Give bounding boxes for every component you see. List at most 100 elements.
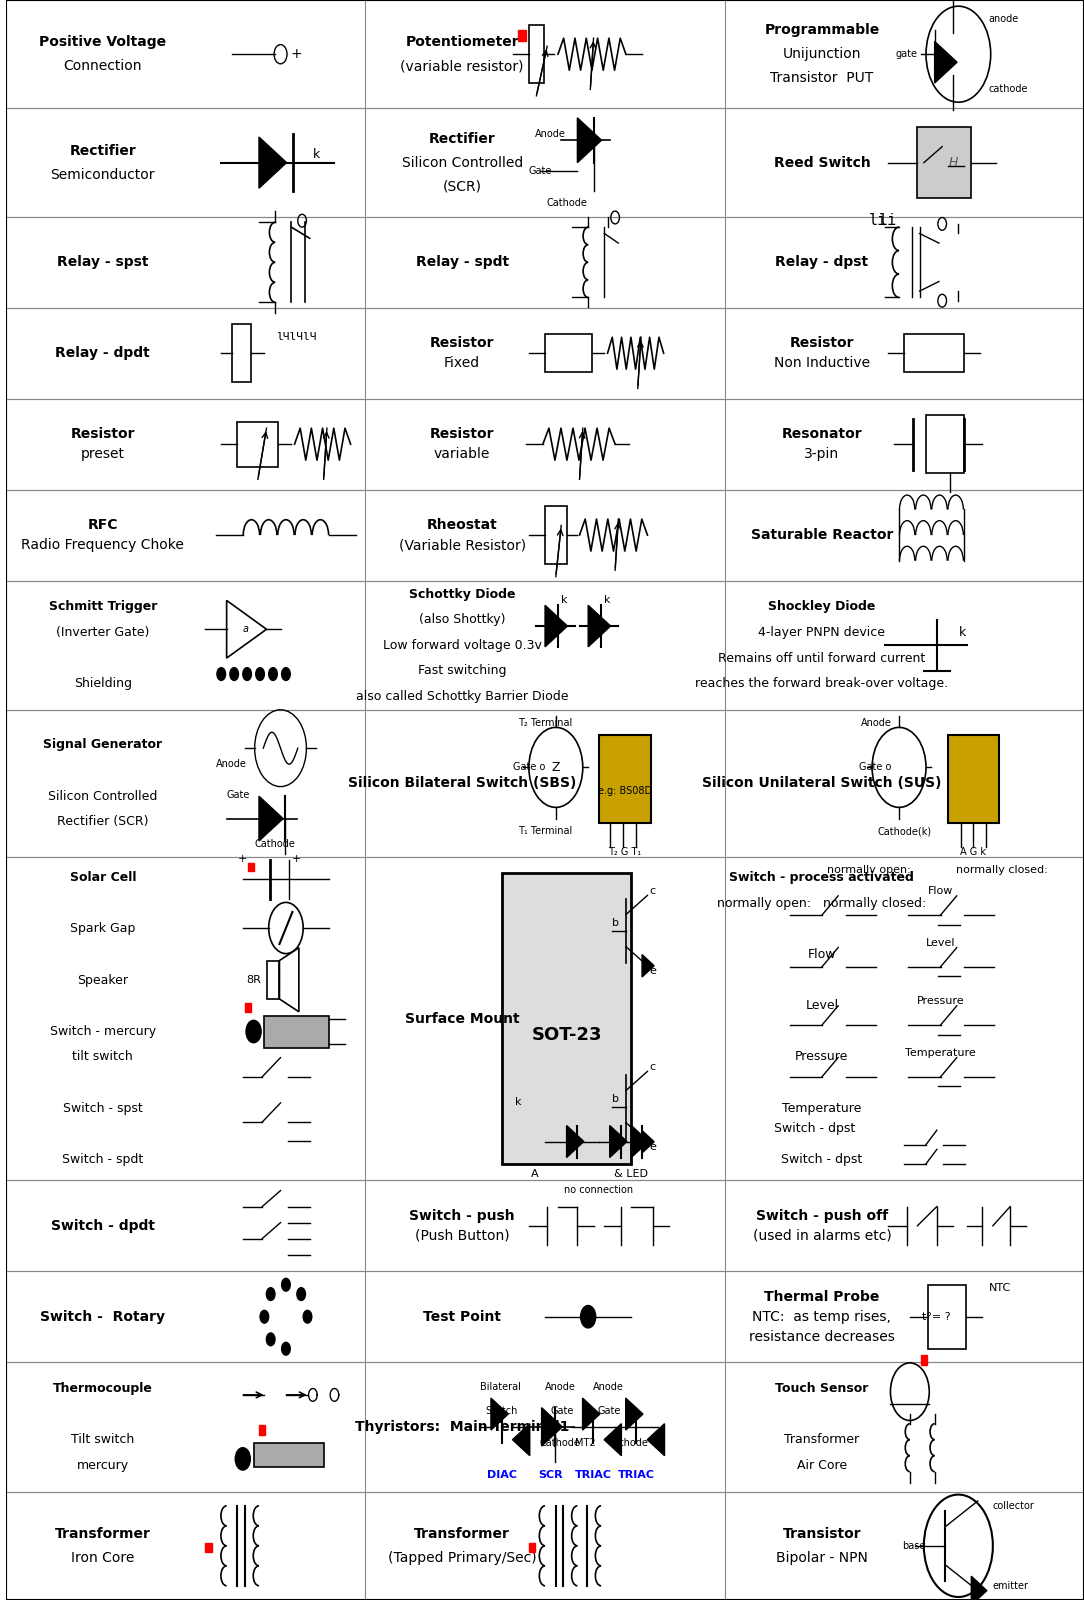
Polygon shape bbox=[542, 1408, 563, 1446]
Text: Z: Z bbox=[552, 762, 560, 774]
Text: Thyristors:  Main Terminal1: Thyristors: Main Terminal1 bbox=[354, 1419, 569, 1434]
Text: Rheostat: Rheostat bbox=[427, 518, 498, 533]
Polygon shape bbox=[609, 1125, 627, 1157]
Text: Switch - spst: Switch - spst bbox=[63, 1102, 143, 1115]
Text: MT2: MT2 bbox=[575, 1438, 595, 1448]
Text: Positive Voltage: Positive Voltage bbox=[39, 35, 167, 50]
Text: (Variable Resistor): (Variable Resistor) bbox=[399, 538, 526, 552]
Bar bbox=[926, 416, 964, 474]
Circle shape bbox=[243, 667, 251, 680]
Text: Relay - dpst: Relay - dpst bbox=[775, 256, 868, 269]
Text: b: b bbox=[611, 917, 619, 928]
Text: mercury: mercury bbox=[77, 1459, 129, 1472]
Text: normally open:: normally open: bbox=[827, 864, 911, 875]
Text: NTC:  as temp rises,: NTC: as temp rises, bbox=[752, 1310, 891, 1323]
Text: Potentiometer: Potentiometer bbox=[405, 35, 519, 50]
Text: (variable resistor): (variable resistor) bbox=[400, 59, 524, 74]
Polygon shape bbox=[545, 605, 567, 646]
Polygon shape bbox=[642, 1131, 654, 1154]
Text: Bipolar - NPN: Bipolar - NPN bbox=[776, 1550, 868, 1565]
Text: Flow: Flow bbox=[808, 949, 836, 962]
Text: SCR: SCR bbox=[538, 1470, 563, 1480]
Text: Switch -  Rotary: Switch - Rotary bbox=[40, 1310, 166, 1323]
Text: collector: collector bbox=[993, 1501, 1035, 1510]
Circle shape bbox=[260, 1310, 269, 1323]
Text: Switch - push off: Switch - push off bbox=[756, 1208, 888, 1222]
Text: Connection: Connection bbox=[64, 59, 142, 74]
Text: cathode: cathode bbox=[989, 85, 1028, 94]
Text: no connection: no connection bbox=[565, 1184, 633, 1195]
Text: Pressure: Pressure bbox=[796, 1051, 849, 1064]
Text: Resistor: Resistor bbox=[430, 427, 494, 442]
Text: Signal Generator: Signal Generator bbox=[43, 739, 163, 752]
Circle shape bbox=[246, 1021, 261, 1043]
Text: also called Schottky Barrier Diode: also called Schottky Barrier Diode bbox=[356, 690, 568, 702]
Polygon shape bbox=[578, 118, 602, 163]
Text: Switch - push: Switch - push bbox=[410, 1208, 515, 1222]
Bar bbox=[545, 506, 567, 563]
Text: li: li bbox=[868, 213, 887, 229]
Text: 8R: 8R bbox=[246, 974, 261, 984]
Polygon shape bbox=[567, 1125, 584, 1157]
Text: SOT-23: SOT-23 bbox=[531, 1026, 602, 1043]
Text: Anode: Anode bbox=[862, 717, 892, 728]
Text: k: k bbox=[604, 595, 610, 605]
Text: Relay - spst: Relay - spst bbox=[57, 256, 149, 269]
Circle shape bbox=[282, 1278, 291, 1291]
Text: normally open:   normally closed:: normally open: normally closed: bbox=[718, 898, 927, 910]
Polygon shape bbox=[513, 1424, 530, 1456]
Polygon shape bbox=[259, 797, 283, 842]
Text: Rectifier: Rectifier bbox=[429, 131, 495, 146]
Text: Air Core: Air Core bbox=[797, 1459, 847, 1472]
Text: e.g: BS08D: e.g: BS08D bbox=[597, 786, 651, 797]
Text: Saturable Reactor: Saturable Reactor bbox=[751, 528, 893, 542]
Text: Non Inductive: Non Inductive bbox=[774, 357, 870, 370]
Bar bbox=[232, 325, 251, 382]
Text: Semiconductor: Semiconductor bbox=[51, 168, 155, 181]
Text: Switch - process activated: Switch - process activated bbox=[730, 872, 915, 885]
Text: b: b bbox=[611, 1093, 619, 1104]
Text: Unijunction: Unijunction bbox=[783, 48, 861, 61]
Text: T₁ Terminal: T₁ Terminal bbox=[518, 826, 572, 837]
Text: Switch - spdt: Switch - spdt bbox=[62, 1154, 143, 1166]
Text: Resistor: Resistor bbox=[430, 336, 494, 350]
Bar bbox=[502, 874, 631, 1165]
Text: Relay - dpdt: Relay - dpdt bbox=[55, 346, 151, 360]
Text: k: k bbox=[515, 1096, 521, 1107]
Text: +: + bbox=[292, 854, 301, 864]
Text: e: e bbox=[649, 965, 656, 976]
Text: Solar Cell: Solar Cell bbox=[69, 872, 137, 885]
Text: li: li bbox=[879, 213, 898, 229]
Circle shape bbox=[217, 667, 225, 680]
Text: T₂ G T₁: T₂ G T₁ bbox=[608, 846, 642, 858]
Text: k: k bbox=[312, 149, 320, 162]
Text: c: c bbox=[649, 885, 656, 896]
Text: DIAC: DIAC bbox=[487, 1470, 517, 1480]
Text: Switch: Switch bbox=[486, 1406, 518, 1416]
Circle shape bbox=[256, 667, 264, 680]
Text: Level: Level bbox=[805, 1000, 839, 1013]
Text: Flow: Flow bbox=[928, 886, 953, 896]
Text: Pressure: Pressure bbox=[917, 997, 964, 1006]
Bar bbox=[917, 128, 971, 198]
Text: Rectifier (SCR): Rectifier (SCR) bbox=[57, 816, 149, 829]
Circle shape bbox=[304, 1310, 312, 1323]
Circle shape bbox=[581, 1306, 596, 1328]
Text: e: e bbox=[649, 1141, 656, 1152]
Text: A: A bbox=[530, 1168, 538, 1179]
Text: preset: preset bbox=[81, 446, 125, 461]
Text: (SCR): (SCR) bbox=[442, 179, 481, 194]
Text: Shielding: Shielding bbox=[74, 677, 132, 690]
Polygon shape bbox=[625, 1398, 643, 1430]
Polygon shape bbox=[604, 1424, 621, 1456]
Bar bbox=[545, 334, 593, 373]
Text: & LED: & LED bbox=[615, 1168, 648, 1179]
Circle shape bbox=[269, 667, 278, 680]
Text: Silicon Unilateral Switch (SUS): Silicon Unilateral Switch (SUS) bbox=[702, 776, 942, 790]
Text: Level: Level bbox=[926, 938, 955, 947]
Text: Thermal Probe: Thermal Probe bbox=[764, 1290, 879, 1304]
Text: Relay - spdt: Relay - spdt bbox=[415, 256, 508, 269]
Text: tilt switch: tilt switch bbox=[73, 1051, 133, 1064]
Text: Tilt switch: Tilt switch bbox=[72, 1434, 134, 1446]
Text: reaches the forward break-over voltage.: reaches the forward break-over voltage. bbox=[695, 677, 948, 690]
